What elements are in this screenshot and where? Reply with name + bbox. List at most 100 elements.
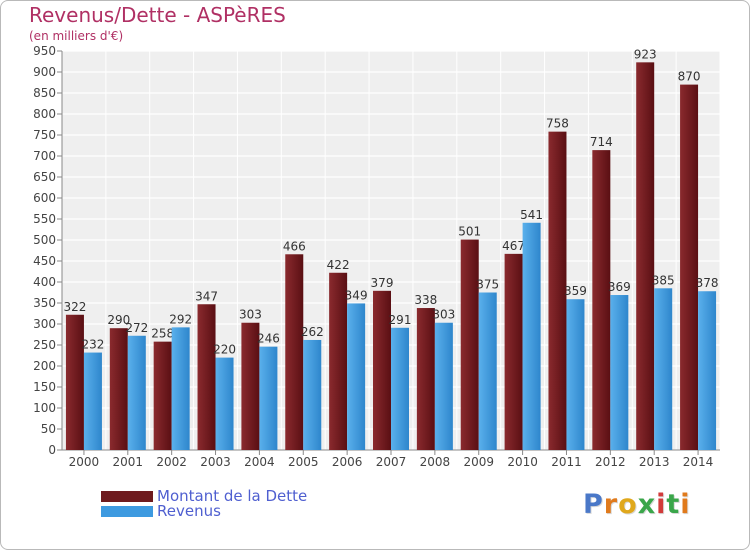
bar-revenus bbox=[83, 352, 102, 450]
data-label-revenus: 272 bbox=[125, 321, 148, 335]
x-tick-label: 2014 bbox=[683, 455, 714, 469]
data-label-revenus: 232 bbox=[81, 338, 104, 352]
data-label-dette: 422 bbox=[327, 258, 350, 272]
bar-revenus bbox=[127, 335, 146, 450]
data-label-revenus: 262 bbox=[301, 325, 324, 339]
data-label-revenus: 378 bbox=[696, 276, 719, 290]
data-label-revenus: 369 bbox=[608, 280, 631, 294]
data-label-dette: 290 bbox=[107, 313, 130, 327]
data-label-revenus: 303 bbox=[432, 308, 455, 322]
bar-dette bbox=[109, 328, 128, 450]
y-tick-label: 150 bbox=[33, 380, 56, 394]
bar-dette bbox=[329, 272, 348, 450]
legend-swatch-dette bbox=[101, 491, 153, 502]
data-label-dette: 467 bbox=[502, 239, 525, 253]
logo-letter: i bbox=[656, 489, 667, 520]
y-tick-label: 350 bbox=[33, 296, 56, 310]
y-tick-label: 450 bbox=[33, 254, 56, 268]
logo-letter: t bbox=[666, 489, 681, 520]
bar-revenus bbox=[303, 339, 322, 450]
logo-letter: i bbox=[680, 489, 691, 520]
x-tick-label: 2011 bbox=[551, 455, 582, 469]
data-label-revenus: 246 bbox=[257, 332, 280, 346]
bar-revenus bbox=[566, 299, 585, 450]
y-tick-label: 500 bbox=[33, 233, 56, 247]
bar-revenus bbox=[610, 295, 629, 450]
x-tick-label: 2008 bbox=[420, 455, 451, 469]
data-label-dette: 322 bbox=[63, 300, 86, 314]
data-label-dette: 258 bbox=[151, 327, 174, 341]
bar-dette bbox=[548, 131, 567, 450]
data-label-revenus: 541 bbox=[520, 208, 543, 222]
y-tick-label: 200 bbox=[33, 359, 56, 373]
bar-dette bbox=[416, 308, 435, 450]
bar-revenus bbox=[347, 303, 366, 450]
data-label-revenus: 375 bbox=[476, 278, 499, 292]
x-tick-label: 2004 bbox=[244, 455, 275, 469]
data-label-dette: 923 bbox=[634, 47, 657, 61]
x-tick-label: 2013 bbox=[639, 455, 670, 469]
x-tick-label: 2003 bbox=[200, 455, 231, 469]
data-label-revenus: 385 bbox=[652, 273, 675, 287]
data-label-dette: 347 bbox=[195, 289, 218, 303]
proxiti-logo: Proxiti bbox=[583, 489, 691, 520]
x-tick-label: 2006 bbox=[332, 455, 363, 469]
y-tick-label: 750 bbox=[33, 128, 56, 142]
bar-dette bbox=[680, 84, 699, 450]
bar-revenus bbox=[522, 222, 541, 450]
chart-title: Revenus/Dette - ASPèRES bbox=[29, 3, 286, 27]
x-tick-label: 2002 bbox=[156, 455, 187, 469]
y-tick-label: 950 bbox=[33, 44, 56, 58]
legend-label-revenus: Revenus bbox=[157, 502, 221, 520]
data-label-dette: 466 bbox=[283, 239, 306, 253]
y-tick-label: 250 bbox=[33, 338, 56, 352]
bar-revenus bbox=[478, 292, 497, 450]
y-tick-label: 100 bbox=[33, 401, 56, 415]
data-label-dette: 303 bbox=[239, 308, 262, 322]
bar-dette bbox=[373, 290, 391, 450]
y-tick-label: 650 bbox=[33, 170, 56, 184]
bar-revenus bbox=[654, 288, 673, 450]
x-tick-label: 2010 bbox=[507, 455, 538, 469]
y-tick-label: 700 bbox=[33, 149, 56, 163]
logo-letter: r bbox=[603, 489, 619, 520]
bar-revenus bbox=[215, 357, 234, 450]
data-label-revenus: 359 bbox=[564, 284, 587, 298]
logo-letter: o bbox=[618, 489, 638, 520]
bar-dette bbox=[285, 254, 304, 450]
data-label-dette: 870 bbox=[678, 70, 701, 84]
y-tick-label: 550 bbox=[33, 212, 56, 226]
data-label-dette: 758 bbox=[546, 117, 569, 131]
chart-subtitle: (en milliers d'€) bbox=[29, 29, 124, 43]
data-label-dette: 379 bbox=[371, 276, 394, 290]
y-tick-label: 800 bbox=[33, 107, 56, 121]
data-label-dette: 501 bbox=[458, 225, 481, 239]
bar-dette bbox=[460, 239, 479, 450]
logo-letter: P bbox=[583, 489, 604, 520]
x-tick-label: 2000 bbox=[69, 455, 100, 469]
x-tick-label: 2012 bbox=[595, 455, 626, 469]
bar-revenus bbox=[259, 346, 278, 450]
legend-swatch-revenus bbox=[101, 506, 153, 517]
bar-revenus bbox=[171, 327, 190, 450]
y-tick-label: 300 bbox=[33, 317, 56, 331]
y-tick-label: 600 bbox=[33, 191, 56, 205]
data-label-revenus: 349 bbox=[345, 288, 368, 302]
legend-label-dette: Montant de la Dette bbox=[157, 487, 308, 505]
data-label-revenus: 220 bbox=[213, 343, 236, 357]
data-label-dette: 714 bbox=[590, 135, 613, 149]
data-label-revenus: 291 bbox=[389, 313, 412, 327]
x-tick-label: 2001 bbox=[113, 455, 144, 469]
bar-dette bbox=[241, 322, 260, 450]
x-tick-label: 2007 bbox=[376, 455, 407, 469]
y-tick-label: 400 bbox=[33, 275, 56, 289]
bar-dette bbox=[636, 62, 655, 451]
bar-revenus bbox=[434, 322, 453, 450]
y-tick-label: 850 bbox=[33, 86, 56, 100]
bar-revenus bbox=[698, 291, 717, 450]
data-label-revenus: 292 bbox=[169, 312, 192, 326]
x-tick-label: 2009 bbox=[463, 455, 494, 469]
y-tick-label: 0 bbox=[48, 443, 56, 457]
